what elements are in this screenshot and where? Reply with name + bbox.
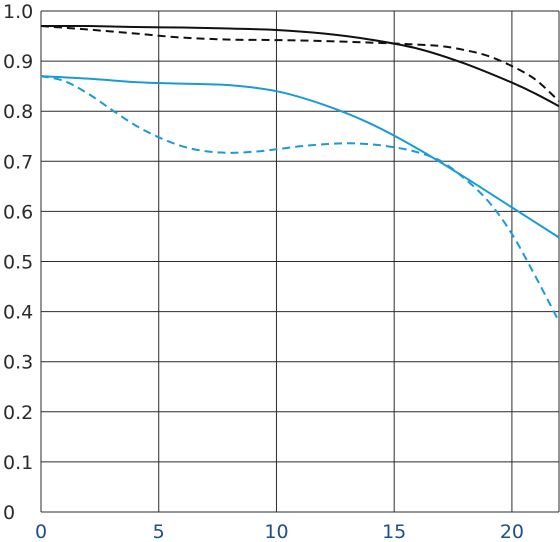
grid (40, 10, 560, 513)
y-tick-label: 1.0 (3, 1, 33, 23)
x-axis-tick-labels: 0 5 10 15 20 (35, 521, 524, 542)
x-tick-label: 15 (382, 521, 406, 542)
y-tick-label: 0.4 (3, 302, 33, 324)
y-tick-label: 0.8 (3, 101, 33, 123)
y-axis-tick-labels: 0 0.1 0.2 0.3 0.4 0.5 0.6 0.7 0.8 0.9 1.0 (3, 1, 33, 524)
x-tick-label: 10 (264, 521, 288, 542)
y-tick-label: 0.7 (3, 151, 33, 173)
y-tick-label: 0.9 (3, 51, 33, 73)
x-tick-label: 0 (35, 521, 47, 542)
y-tick-label: 0.5 (3, 252, 33, 274)
y-tick-label: 0.1 (3, 452, 33, 474)
y-tick-label: 0.6 (3, 201, 33, 223)
series-line-4-dashed (40, 75, 560, 323)
y-tick-label: 0 (3, 502, 15, 524)
plot-series (40, 24, 560, 323)
y-tick-label: 0.2 (3, 402, 33, 424)
series-line-3-solid (40, 75, 560, 239)
x-tick-label: 5 (153, 521, 165, 542)
series-line-2-dashed (40, 25, 560, 102)
y-tick-label: 0.3 (3, 352, 33, 374)
x-tick-label: 20 (500, 521, 524, 542)
series-line-1-solid (40, 24, 560, 108)
